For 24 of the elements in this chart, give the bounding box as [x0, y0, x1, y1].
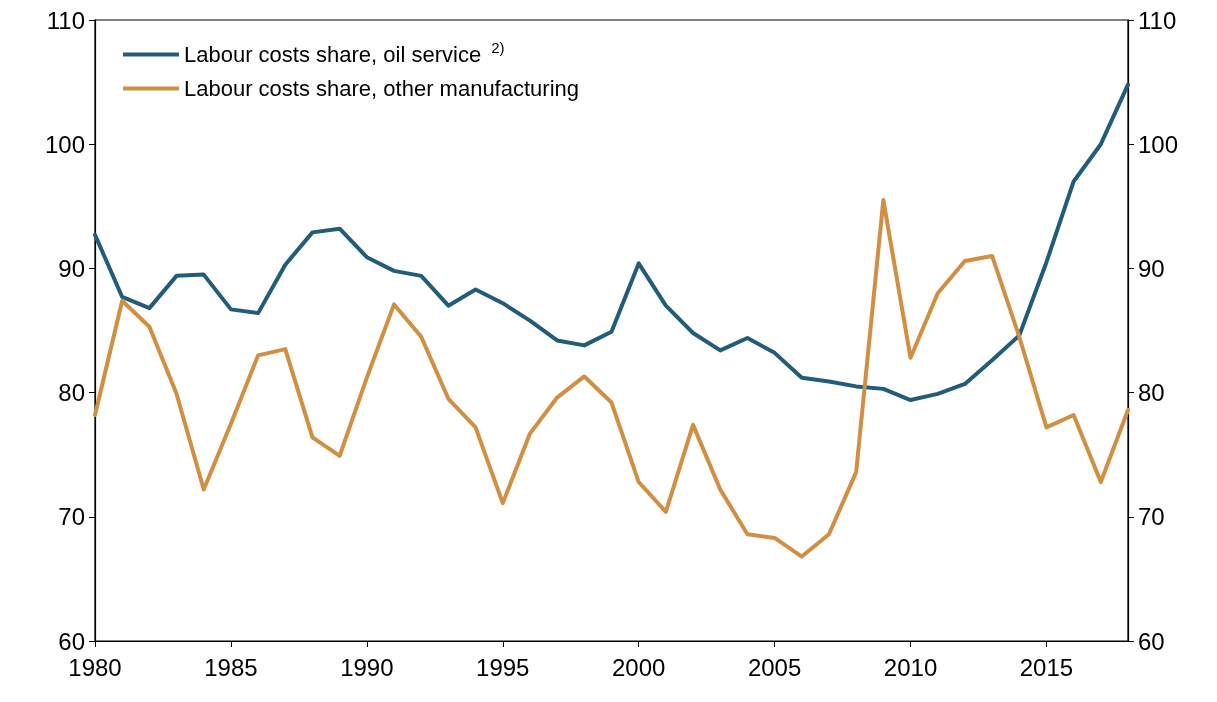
- y-tick-label: 100: [44, 130, 85, 158]
- legend-label: Labour costs share, other manufacturing: [184, 76, 580, 101]
- x-tick-label: 1980: [68, 653, 122, 681]
- x-tick-label: 2000: [611, 653, 666, 681]
- y2-tick-label: 60: [1138, 627, 1165, 655]
- x-tick-label: 2015: [1019, 653, 1074, 681]
- y2-tick-label: 70: [1138, 503, 1165, 531]
- x-tick-label: 1995: [476, 653, 530, 681]
- y-tick-label: 60: [58, 627, 85, 655]
- y-tick-label: 70: [58, 503, 85, 531]
- x-tick-label: 2010: [883, 653, 938, 681]
- x-tick-label: 1990: [340, 653, 394, 681]
- y2-tick-label: 90: [1138, 254, 1165, 282]
- y2-tick-label: 110: [1138, 6, 1177, 34]
- x-tick-label: 1985: [204, 653, 258, 681]
- y2-tick-label: 100: [1138, 130, 1179, 158]
- line-series: [93, 198, 1130, 559]
- y-tick-label: 110: [46, 6, 85, 34]
- y2-tick-label: 80: [1138, 379, 1165, 407]
- legend-label: Labour costs share, oil service 2): [184, 39, 505, 67]
- y-tick-label: 90: [58, 254, 85, 282]
- x-tick-label: 2005: [747, 653, 802, 681]
- line-series: [93, 82, 1130, 403]
- y-tick-label: 80: [58, 379, 85, 407]
